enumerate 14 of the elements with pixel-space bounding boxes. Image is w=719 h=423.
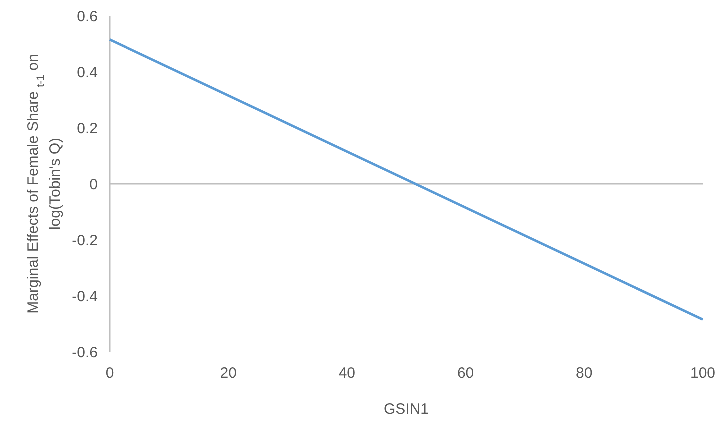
y-tick-label: -0.4 xyxy=(72,288,98,306)
x-tick-label: 40 xyxy=(338,365,356,382)
y-tick-label: 0 xyxy=(90,176,98,194)
y-tick-label: 0.6 xyxy=(77,8,98,26)
x-tick-label: 20 xyxy=(220,365,237,382)
y-tick-label: -0.2 xyxy=(72,232,98,250)
y-tick-label: -0.6 xyxy=(72,344,98,362)
x-axis-title: GSIN1 xyxy=(384,401,430,418)
x-tick-label: 80 xyxy=(576,365,593,382)
x-tick-label: 60 xyxy=(457,365,474,382)
y-tick-label: 0.2 xyxy=(77,120,98,138)
x-tick-label: 100 xyxy=(690,365,716,382)
x-tick-label: 0 xyxy=(106,365,114,382)
y-tick-label: 0.4 xyxy=(77,64,98,82)
